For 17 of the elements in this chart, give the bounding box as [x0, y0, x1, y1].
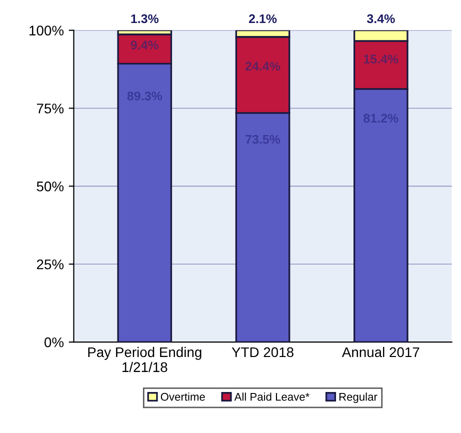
data-label: 24.4%: [245, 62, 280, 71]
legend-label: Regular: [339, 392, 378, 403]
data-label: 9.4%: [130, 40, 159, 50]
data-label: 3.4%: [366, 14, 395, 24]
legend-label: Overtime: [160, 392, 205, 401]
data-label: 1.3%: [131, 14, 159, 24]
data-label: 2.1%: [248, 14, 277, 24]
x-tick-label: Annual 2017: [342, 346, 420, 358]
x-tick-label: YTD 2018: [232, 347, 294, 358]
legend-label: All Paid Leave*: [234, 392, 310, 401]
x-tick-label: Pay Period Ending 1/21/18: [88, 346, 202, 372]
y-tick-label: 50%: [36, 182, 64, 192]
data-label: 15.4%: [364, 54, 398, 64]
y-tick-label: 25%: [36, 259, 64, 270]
y-tick-label: 0%: [44, 337, 64, 348]
y-tick-label: 75%: [36, 104, 64, 114]
y-tick-label: 100%: [30, 26, 64, 36]
